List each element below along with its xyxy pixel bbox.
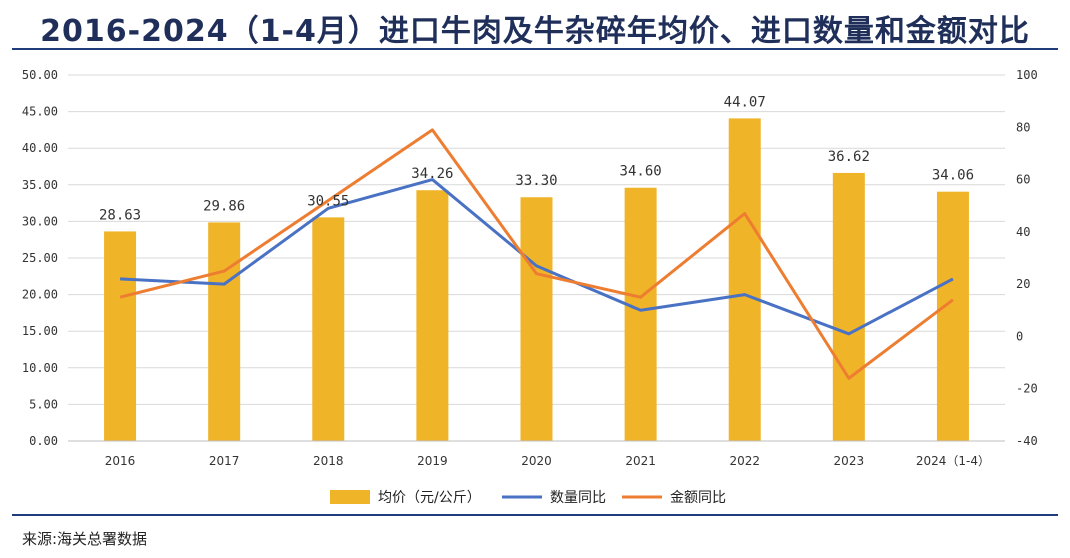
x-tick-label: 2020 (521, 454, 552, 468)
bar (520, 197, 553, 441)
source-divider (12, 514, 1058, 516)
left-y-tick-label: 40.00 (22, 141, 58, 155)
chart-title: 2016-2024（1-4月）进口牛肉及牛杂碎年均价、进口数量和金额对比 (40, 14, 1030, 49)
bar-value-label: 34.26 (411, 166, 453, 182)
legend-label-amount: 金额同比 (670, 490, 726, 506)
x-tick-label: 2016 (105, 454, 136, 468)
left-y-tick-label: 30.00 (22, 214, 58, 228)
legend: 均价（元/公斤） 数量同比 金额同比 (330, 490, 726, 506)
amount-yoy-line (119, 128, 954, 380)
left-y-tick-label: 15.00 (22, 324, 58, 338)
bar (624, 187, 657, 441)
left-y-tick-label: 0.00 (29, 434, 58, 448)
right-y-tick-label: 0 (1016, 329, 1023, 343)
legend-label-quantity: 数量同比 (550, 490, 606, 506)
x-tick-label: 2021 (625, 454, 656, 468)
legend-swatch-avg-price (330, 490, 370, 504)
bar-value-label: 34.06 (932, 168, 974, 184)
right-y-tick-label: 20 (1016, 277, 1030, 291)
x-tick-label: 2018 (313, 454, 344, 468)
bar (312, 217, 345, 441)
legend-label-avg-price: 均价（元/公斤） (378, 490, 481, 506)
x-tick-label: 2019 (417, 454, 448, 468)
bar (728, 118, 761, 442)
x-tick-label: 2023 (834, 454, 865, 468)
chart: 28.63 29.86 30.55 34.26 33.30 34.60 44.07 36.62… (22, 68, 1038, 506)
bar-value-label: 28.63 (99, 207, 141, 223)
bar (208, 222, 241, 441)
bar (936, 191, 969, 441)
left-y-tick-label: 45.00 (22, 105, 58, 119)
bar (416, 190, 449, 441)
left-y-tick-label: 10.00 (22, 361, 58, 375)
bar-value-label: 44.07 (724, 94, 766, 110)
x-axis: 2016 2017 2018 2019 2020 2021 2022 2023 2024（1-4… (68, 440, 1005, 468)
bar-value-label: 30.55 (307, 193, 349, 209)
line-series (119, 128, 954, 380)
left-y-tick-label: 50.00 (22, 68, 58, 82)
left-y-axis: 0.00 5.00 10.00 15.00 20.00 25.00 30.00 35.00 40… (22, 68, 58, 448)
bar-value-label: 29.86 (203, 198, 245, 214)
data-labels: 28.63 29.86 30.55 34.26 33.30 34.60 44.07 36.62… (99, 94, 974, 223)
left-y-tick-label: 25.00 (22, 251, 58, 265)
x-tick-label: 2017 (209, 454, 240, 468)
right-y-tick-label: -20 (1016, 382, 1038, 396)
source-note: 来源:海关总署数据 (22, 530, 148, 548)
bar-value-label: 34.60 (620, 164, 662, 180)
right-y-tick-label: 60 (1016, 173, 1030, 187)
right-y-tick-label: 100 (1016, 68, 1038, 82)
bar (832, 172, 865, 442)
right-y-axis: -40 -20 0 20 40 60 80 100 (1016, 68, 1038, 448)
bar-value-label: 33.30 (515, 173, 557, 189)
bar-value-label: 36.62 (828, 149, 870, 165)
left-y-tick-label: 35.00 (22, 178, 58, 192)
bar (104, 231, 137, 441)
left-y-tick-label: 5.00 (29, 397, 58, 411)
right-y-tick-label: -40 (1016, 434, 1038, 448)
x-tick-label: 2024（1-4） (916, 454, 990, 468)
title-divider (12, 48, 1058, 50)
x-tick-label: 2022 (729, 454, 760, 468)
left-y-tick-label: 20.00 (22, 288, 58, 302)
right-y-tick-label: 80 (1016, 120, 1030, 134)
bar-series (104, 118, 969, 442)
right-y-tick-label: 40 (1016, 225, 1030, 239)
